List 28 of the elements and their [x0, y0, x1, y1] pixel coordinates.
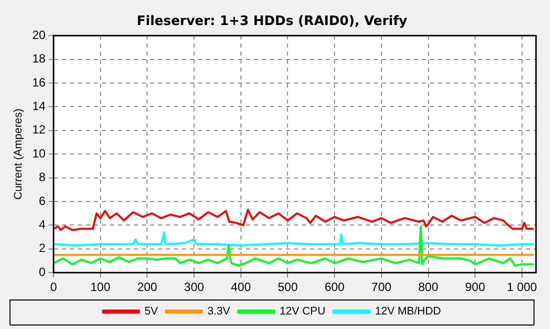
legend-label: 12V MB/HDD: [374, 306, 442, 318]
x-tick-label: 900: [465, 280, 486, 294]
x-tick-label: 100: [90, 280, 111, 294]
y-tick-label: 6: [38, 194, 46, 208]
x-tick-label: 800: [418, 280, 439, 294]
x-tick-label: 400: [230, 280, 252, 294]
legend-label: 12V CPU: [280, 306, 326, 318]
x-tick-label: 700: [371, 280, 392, 294]
y-tick-label: 12: [32, 122, 46, 137]
y-tick-label: 0: [38, 264, 46, 279]
x-tick-label: 0: [50, 280, 58, 294]
y-tick-label: 8: [38, 170, 46, 184]
x-tick-label: 200: [137, 280, 158, 294]
y-tick-label: 10: [32, 146, 46, 160]
y-tick-label: 4: [38, 218, 46, 232]
legend-label: 3.3V: [207, 306, 231, 318]
legend-label: 5V: [144, 306, 159, 318]
x-tick-label: 500: [278, 280, 298, 294]
x-tick-label: 300: [184, 280, 204, 294]
y-tick-label: 18: [32, 52, 46, 66]
y-tick-label: 16: [32, 75, 46, 90]
x-tick-label: 600: [324, 280, 345, 294]
y-axis-title: Current (Amperes): [12, 108, 25, 200]
y-tick-label: 20: [32, 28, 46, 42]
x-tick-label: 1 000: [506, 280, 538, 294]
y-tick-label: 14: [32, 99, 46, 114]
y-tick-label: 2: [38, 241, 46, 256]
chart-title: Fileserver: 1+3 HDDs (RAID0), Verify: [136, 14, 408, 30]
